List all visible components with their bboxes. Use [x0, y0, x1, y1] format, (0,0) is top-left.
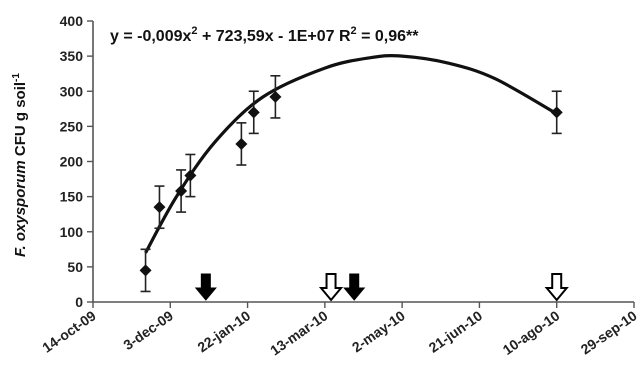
y-tick-label: 200: [60, 154, 84, 170]
y-tick-label: 150: [60, 189, 84, 205]
y-tick-label: 100: [60, 224, 84, 240]
x-tick-label: 14-oct-09: [39, 307, 99, 355]
open-arrow-icon: [544, 273, 569, 302]
x-tick-label: 21-jun-10: [426, 307, 486, 355]
data-point: [139, 264, 152, 277]
y-tick-label: 400: [60, 13, 84, 29]
regression-equation: y = -0,009x2 + 723,59x - 1E+07 R2 = 0,96…: [110, 25, 419, 45]
data-point: [550, 106, 563, 119]
data-point: [153, 201, 166, 214]
x-tick-label: 29-sep-10: [578, 307, 640, 357]
y-axis-label: F. oxysporum CFU g soil-1: [11, 73, 29, 257]
open-arrow-icon: [318, 273, 344, 302]
filled-arrow-icon: [194, 273, 217, 301]
y-tick-label: 350: [60, 48, 84, 64]
filled-arrow-icon: [343, 273, 366, 301]
data-point: [184, 169, 197, 182]
fit-curve-layer: [144, 54, 558, 254]
data-point: [247, 106, 260, 119]
data-points-layer: [139, 74, 563, 293]
x-tick-label: 3-dec-09: [120, 307, 176, 353]
y-tick-label: 250: [60, 118, 84, 134]
x-tick-label: 22-jan-10: [194, 307, 253, 355]
data-point: [235, 137, 248, 150]
x-tick-label: 10-ago-10: [500, 307, 563, 358]
x-tick-label: 2-may-10: [349, 307, 408, 355]
fit-curve: [144, 54, 558, 254]
y-tick-label: 300: [60, 83, 84, 99]
data-point: [269, 90, 282, 103]
data-point: [175, 185, 188, 198]
x-tick-label: 13-mar-10: [267, 307, 331, 358]
y-tick-label: 50: [67, 259, 83, 275]
event-arrows-layer: [194, 273, 569, 302]
y-tick-label: 0: [75, 294, 83, 310]
